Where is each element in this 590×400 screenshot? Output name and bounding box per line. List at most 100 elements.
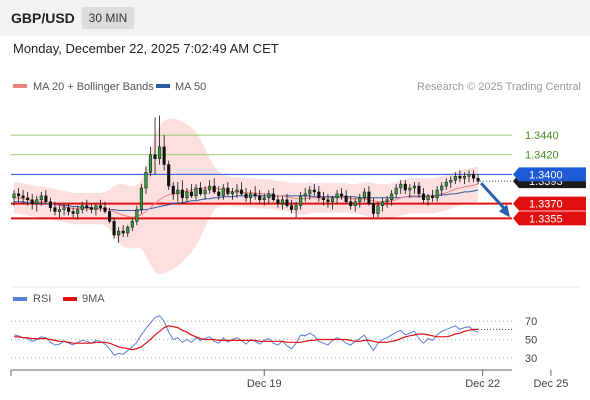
candle xyxy=(208,180,212,194)
candle-body xyxy=(426,195,430,201)
ma50-legend-swatch xyxy=(156,84,170,88)
candle-body xyxy=(394,187,398,195)
candle xyxy=(135,205,139,226)
candle xyxy=(17,188,21,202)
candle xyxy=(212,178,216,194)
candle xyxy=(467,170,471,183)
candle xyxy=(394,184,398,198)
candle-body xyxy=(258,195,262,201)
candle-body xyxy=(476,177,480,182)
candle-body xyxy=(285,199,289,206)
candle-body xyxy=(308,189,312,195)
candle xyxy=(399,180,403,194)
candle-body xyxy=(344,195,348,202)
candle xyxy=(121,225,125,237)
candle-body xyxy=(117,230,121,236)
candle xyxy=(249,189,253,204)
candle xyxy=(285,193,289,208)
ma-legend-swatch xyxy=(13,84,27,88)
candle xyxy=(171,182,175,200)
candle-body xyxy=(230,191,234,195)
candle-body xyxy=(381,201,385,206)
candle xyxy=(280,195,284,210)
candle-body xyxy=(26,197,30,201)
candle xyxy=(344,189,348,204)
candle-body xyxy=(121,230,125,234)
level-label-1.3440: 1.3440 xyxy=(525,130,559,142)
candle xyxy=(472,170,476,183)
candle xyxy=(26,191,30,206)
candle xyxy=(57,205,62,218)
candle-body xyxy=(290,205,294,210)
candle xyxy=(367,186,371,206)
candle xyxy=(421,188,426,204)
candle xyxy=(39,191,43,206)
candle-body xyxy=(435,189,439,199)
candle xyxy=(385,195,389,208)
candle-body xyxy=(449,179,453,183)
candle xyxy=(412,182,416,194)
candle-body xyxy=(390,193,394,201)
candle-body xyxy=(48,201,52,208)
support-tag-1.3370-bg xyxy=(513,196,586,211)
candle xyxy=(144,166,148,194)
candle-body xyxy=(189,191,193,197)
candle xyxy=(267,189,271,204)
candle-body xyxy=(199,187,203,195)
candle xyxy=(199,182,203,196)
candle-body xyxy=(440,185,444,191)
candle xyxy=(349,195,353,210)
candle xyxy=(435,186,439,202)
candle-body xyxy=(326,199,330,202)
candle xyxy=(362,188,366,202)
pivot-tag-1.3400-bg xyxy=(513,167,586,182)
candle xyxy=(408,184,412,198)
legend-top: MA 20 + Bollinger Bands MA 50 Research ©… xyxy=(13,81,581,93)
candle-body xyxy=(153,154,157,159)
timeframe-button[interactable]: 30 MIN xyxy=(82,7,134,29)
candle-body xyxy=(76,209,80,214)
support-tag-1.3370: 1.3370 xyxy=(513,196,586,211)
candle xyxy=(253,186,257,200)
candle-body xyxy=(89,207,93,210)
candle xyxy=(308,186,312,200)
candle-body xyxy=(358,197,362,202)
candle xyxy=(330,195,335,210)
rsi-tick-50: 50 xyxy=(525,335,537,347)
candle xyxy=(299,191,303,210)
candle-body xyxy=(217,191,221,197)
candle-body xyxy=(30,199,34,204)
candle xyxy=(44,189,48,204)
candle xyxy=(167,160,171,190)
pivot-tag-1.3400-text: 1.3400 xyxy=(529,169,563,181)
candle xyxy=(271,188,275,202)
candle-body xyxy=(340,193,344,197)
candle-body xyxy=(103,207,107,212)
level-label-1.3420: 1.3420 xyxy=(525,150,559,162)
candle-body xyxy=(453,176,457,181)
candle-body xyxy=(271,193,275,201)
candle-body xyxy=(367,191,371,204)
candle xyxy=(217,186,221,200)
candle-body xyxy=(249,193,253,199)
x-label-Dec 19: Dec 19 xyxy=(247,378,282,390)
candle xyxy=(262,193,266,206)
candle-body xyxy=(148,154,153,173)
candle-body xyxy=(185,191,189,199)
candle-body xyxy=(130,221,134,228)
candle-body xyxy=(444,181,448,187)
candle-body xyxy=(57,209,62,212)
candle xyxy=(112,217,116,239)
candle-body xyxy=(262,197,266,201)
candle-body xyxy=(431,195,435,199)
candle xyxy=(153,117,157,175)
candle xyxy=(85,199,89,212)
candle-body xyxy=(135,209,139,222)
candle xyxy=(89,203,93,214)
candle xyxy=(381,197,385,212)
forecast-arrow-head xyxy=(499,204,510,218)
candle-body xyxy=(108,211,112,222)
candle-body xyxy=(371,203,375,214)
candle xyxy=(80,201,84,214)
